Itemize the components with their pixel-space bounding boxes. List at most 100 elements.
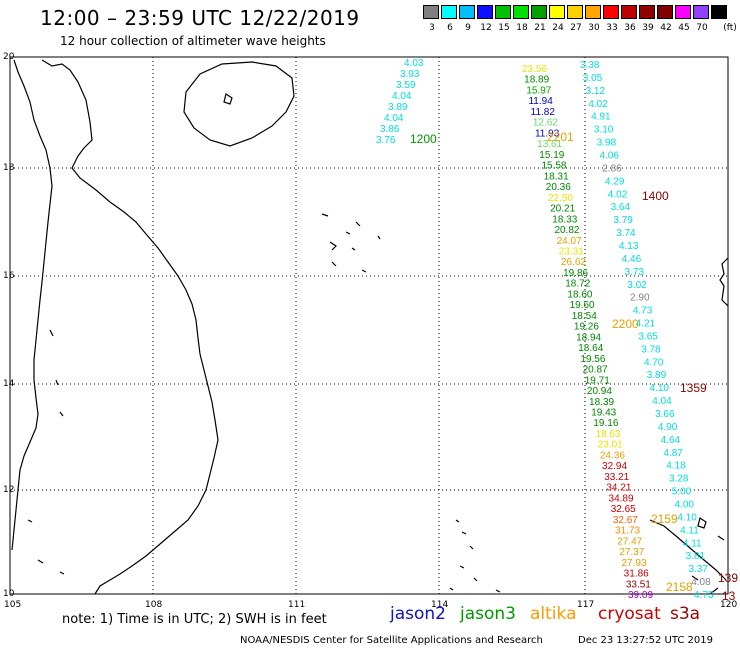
swh-value: 19.71: [585, 375, 610, 386]
longitude-label: 108: [145, 600, 163, 610]
swh-value: 24.36: [600, 450, 625, 461]
scale-swatch: [423, 5, 439, 19]
swh-value: 3.76: [376, 135, 396, 146]
swh-value: 23.31: [559, 246, 584, 257]
swh-value: 4.02: [588, 99, 608, 110]
swh-value: 3.89: [388, 102, 408, 113]
scale-swatch: [567, 5, 583, 19]
coastline: [11, 59, 729, 595]
swh-value: 11.93: [535, 128, 560, 139]
swh-value: 23.01: [598, 440, 623, 451]
pass-time-label-edge: 139: [718, 571, 738, 585]
gulf-coast-islands: [27, 329, 65, 575]
swh-value: 4.04: [392, 91, 412, 102]
palawan-islands: [691, 517, 725, 595]
swh-value: 4.70: [644, 357, 664, 368]
swh-value: 15.19: [539, 150, 564, 161]
swh-value: 4.13: [619, 241, 639, 252]
philippines-coast: [719, 257, 729, 307]
swh-value: 3.38: [580, 60, 600, 71]
hainan-island: [183, 61, 295, 147]
swh-value: 3.86: [380, 124, 400, 135]
latitude-label: 10: [3, 589, 15, 599]
scale-swatch: [639, 5, 655, 19]
pass-time-label: 1200: [410, 132, 437, 146]
palawan-coast: [649, 519, 727, 581]
swh-value: 3.73: [624, 267, 644, 278]
footer-timestamp: Dec 23 13:27:52 UTC 2019: [578, 635, 713, 646]
swh-value: 18.63: [596, 429, 621, 440]
swh-value: 13.61: [537, 139, 562, 150]
longitude-label: 117: [577, 600, 595, 610]
swh-value: 27.37: [619, 547, 644, 558]
swh-value: 31.73: [615, 526, 640, 537]
swh-value: 32.65: [611, 504, 636, 515]
map-subtitle: 12 hour collection of altimeter wave hei…: [60, 34, 326, 48]
scale-label: 33: [606, 23, 618, 33]
swh-value: 4.11: [683, 538, 702, 549]
swh-value: 4.06: [599, 150, 619, 161]
hainan-bay: [223, 93, 233, 105]
swh-value: 4.46: [622, 254, 642, 265]
pass-time-label: 2201: [547, 130, 574, 144]
legend-note: note: 1) Time is in UTC; 2) SWH is in fe…: [62, 612, 327, 627]
scale-label: 70: [696, 23, 708, 33]
swh-value: 19.26: [574, 322, 599, 333]
scale-label: 9: [465, 23, 471, 33]
swh-value: 4.10: [677, 512, 697, 523]
swh-value: 4.29: [605, 176, 625, 187]
swh-value: 18.94: [576, 332, 601, 343]
scale-swatch: [657, 5, 673, 19]
swh-value: 26.62: [561, 257, 586, 268]
swh-value: 19.86: [563, 268, 588, 279]
swh-value: 3.37: [688, 564, 708, 575]
latitude-label: 14: [3, 379, 15, 389]
scale-swatch: [711, 5, 727, 19]
scale-label: 6: [447, 23, 453, 33]
swh-value: 19.43: [591, 408, 616, 419]
pass-time-label: 2200: [612, 317, 639, 331]
swh-value: 5.00: [672, 487, 692, 498]
map-title: 12:00 – 23:59 UTC 12/22/2019: [40, 6, 360, 30]
swh-value: 3.89: [647, 370, 667, 381]
latitude-label: 12: [3, 485, 15, 495]
swh-value: 4.04: [384, 113, 404, 124]
swh-value: 3.78: [641, 344, 661, 355]
scale-label: 39: [642, 23, 654, 33]
swh-value: 19.60: [570, 300, 595, 311]
swh-value: 3.79: [613, 215, 633, 226]
satellite-legend-jason2: jason2: [390, 604, 446, 624]
scale-swatch: [441, 5, 457, 19]
swh-value: 3.93: [400, 69, 420, 80]
swh-value: 15.97: [526, 85, 551, 96]
scale-swatch: [603, 5, 619, 19]
scale-label: (ft): [723, 23, 737, 33]
swh-value: 32.94: [602, 461, 627, 472]
pass-time-label: 1400: [642, 189, 669, 203]
footer-source: NOAA/NESDIS Center for Satellite Applica…: [240, 635, 543, 646]
swh-value: 4.00: [675, 500, 695, 511]
swh-value: 3.74: [616, 228, 636, 239]
swh-value: 33.51: [626, 579, 651, 590]
swh-value: 20.94: [587, 386, 612, 397]
longitude-label: 120: [720, 600, 738, 610]
swh-value: 18.33: [552, 214, 577, 225]
swh-value: 20.21: [550, 204, 575, 215]
swh-value: 3.66: [655, 409, 675, 420]
scale-swatch: [459, 5, 475, 19]
swh-value: 3.64: [611, 202, 631, 213]
swh-value: 18.64: [578, 343, 603, 354]
swh-value: 4.03: [404, 58, 424, 69]
swh-value: 4.04: [652, 396, 672, 407]
scale-swatch: [549, 5, 565, 19]
swh-value: 4.18: [666, 461, 686, 472]
scale-label: 42: [660, 23, 672, 33]
swh-value: 3.05: [583, 73, 603, 84]
scale-label: 45: [678, 23, 690, 33]
scale-label: 12: [480, 23, 492, 33]
swh-value: 20.36: [546, 182, 571, 193]
swh-value: 11.82: [531, 107, 556, 118]
swh-value: 4.10: [650, 383, 670, 394]
swh-value: 4.73: [633, 306, 653, 317]
swh-value: 19.16: [593, 418, 618, 429]
